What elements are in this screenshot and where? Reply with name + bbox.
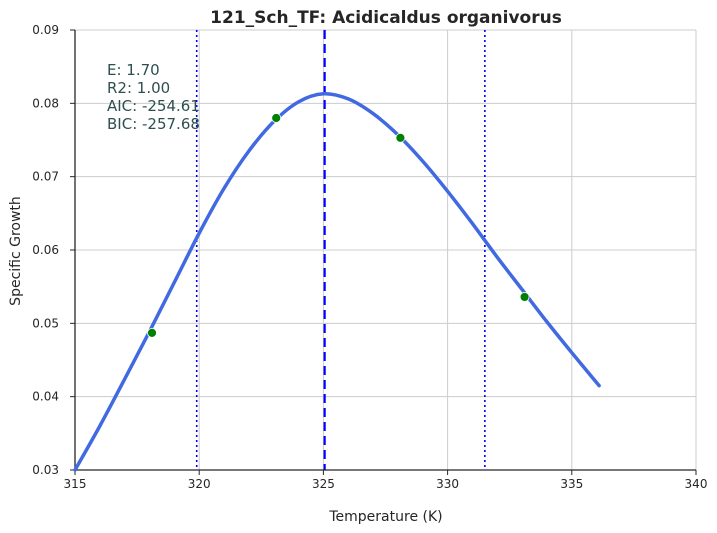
tick-labels: 315 320 325 330 335 340 0.03 0.04 0.05 0.06 0.07 0.… <box>32 23 707 491</box>
x-tick-label: 315 <box>64 477 87 491</box>
y-tick-label: 0.03 <box>32 463 59 477</box>
data-point <box>147 327 157 338</box>
axes <box>70 29 697 475</box>
data-point <box>271 113 282 123</box>
x-tick-label: 340 <box>685 477 708 491</box>
stat-e: E: 1.70 <box>107 61 160 79</box>
y-tick-label: 0.04 <box>32 390 59 404</box>
x-tick-label: 335 <box>560 477 583 491</box>
y-tick-label: 0.08 <box>32 96 59 110</box>
y-tick-label: 0.07 <box>32 170 59 184</box>
stat-bic: BIC: -257.68 <box>107 115 200 133</box>
fit-statistics: E: 1.70 R2: 1.00 AIC: -254.61 BIC: -257.… <box>107 61 200 133</box>
x-axis-label: Temperature (K) <box>328 509 442 525</box>
fit-curve <box>73 91 601 472</box>
y-tick-label: 0.06 <box>32 243 59 257</box>
x-tick-label: 325 <box>312 477 335 491</box>
x-tick-label: 320 <box>188 477 211 491</box>
y-tick-label: 0.05 <box>32 316 59 330</box>
series-layer <box>73 91 601 472</box>
data-point <box>395 132 406 143</box>
y-axis-label: Specific Growth <box>8 196 24 306</box>
stat-aic: AIC: -254.61 <box>107 97 200 115</box>
data-point <box>519 292 530 302</box>
x-tick-label: 330 <box>436 477 459 491</box>
reference-lines <box>195 30 486 470</box>
grid <box>74 29 697 471</box>
y-tick-label: 0.09 <box>32 23 59 37</box>
stat-r2: R2: 1.00 <box>107 79 170 97</box>
chart-title: 121_Sch_TF: Acidicaldus organivorus <box>210 8 562 28</box>
